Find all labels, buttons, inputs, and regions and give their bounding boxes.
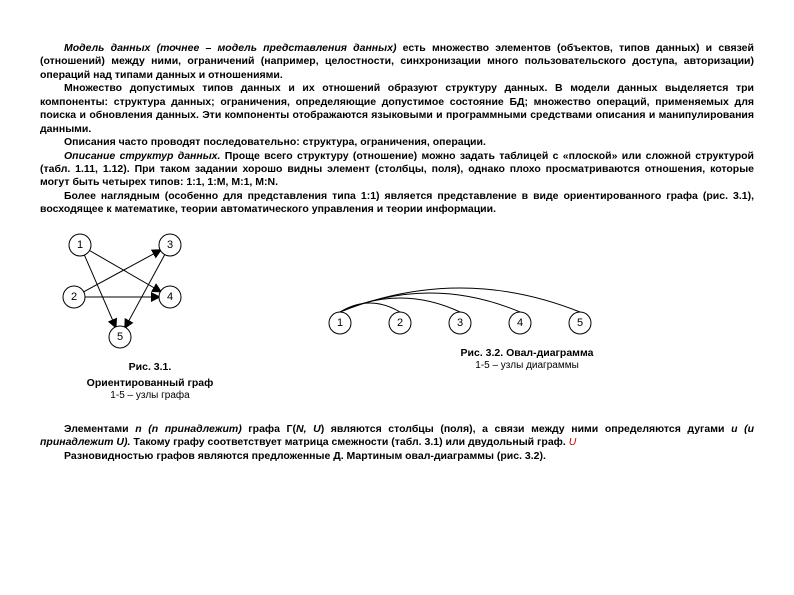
- figure-3-2: 1 2 3 4 5 Рис. 3.2. Овал-диаграмма 1-5 – узл…: [300, 227, 754, 371]
- paragraph-4: Описание структур данных. Проще всего ст…: [40, 150, 754, 190]
- oval-node-label: 1: [337, 317, 343, 329]
- graph-node-label: 5: [117, 331, 123, 343]
- paragraph-5: Более наглядным (особенно для представле…: [40, 190, 754, 217]
- fig31-caption-line1: Рис. 3.1.: [40, 361, 260, 373]
- p4-head: Описание структур данных.: [64, 150, 220, 162]
- oval-arc: [340, 288, 580, 312]
- p6a: Элементами: [64, 423, 135, 435]
- paragraph-2: Множество допустимых типов данных и их о…: [40, 82, 754, 136]
- p6h: U: [569, 436, 577, 448]
- diagrams-row: 1 3 2 4 5 Рис. 3.1. Ориентированный граф 1-5…: [40, 227, 754, 401]
- p6d: N, U: [296, 423, 321, 435]
- fig31-subcaption: 1-5 – узлы графа: [40, 390, 260, 401]
- fig32-caption: Рис. 3.2. Овал-диаграмма: [300, 347, 754, 359]
- fig32-subcaption: 1-5 – узлы диаграммы: [300, 360, 754, 371]
- paragraph-7: Разновидностью графов являются предложен…: [40, 450, 754, 463]
- paragraph-6: Элементами n (n принадлежит) графа Г(N, …: [40, 423, 754, 450]
- figure-3-1: 1 3 2 4 5 Рис. 3.1. Ориентированный граф 1-5…: [40, 227, 260, 401]
- graph-3-2: 1 2 3 4 5: [300, 263, 620, 343]
- graph-node-label: 2: [71, 291, 77, 303]
- oval-node-label: 4: [517, 317, 523, 329]
- graph-node-label: 1: [77, 239, 83, 251]
- paragraph-3: Описания часто проводят последовательно:…: [40, 136, 754, 149]
- p6c: графа Г(: [242, 423, 296, 435]
- oval-arc: [340, 303, 400, 312]
- graph-edge: [90, 250, 161, 291]
- graph-node-label: 4: [167, 291, 173, 303]
- graph-3-1: 1 3 2 4 5: [40, 227, 210, 357]
- graph-edge: [84, 255, 115, 327]
- page: Модель данных (точнее – модель представл…: [0, 0, 794, 483]
- p6g: Такому графу соответствует матрица смежн…: [130, 436, 568, 448]
- oval-node-label: 3: [457, 317, 463, 329]
- p6b: n (n принадлежит): [135, 423, 242, 435]
- p6e: ) являются столбцы (поля), а связи между…: [321, 423, 731, 435]
- fig31-caption-line2: Ориентированный граф: [40, 377, 260, 389]
- graph-node-label: 3: [167, 239, 173, 251]
- oval-node-label: 5: [577, 317, 583, 329]
- term-model: Модель данных (точнее – модель представл…: [64, 42, 396, 54]
- bottom-paragraphs: Элементами n (n принадлежит) графа Г(N, …: [40, 423, 754, 463]
- graph-edge: [84, 250, 161, 292]
- oval-node-label: 2: [397, 317, 403, 329]
- paragraph-1: Модель данных (точнее – модель представл…: [40, 42, 754, 82]
